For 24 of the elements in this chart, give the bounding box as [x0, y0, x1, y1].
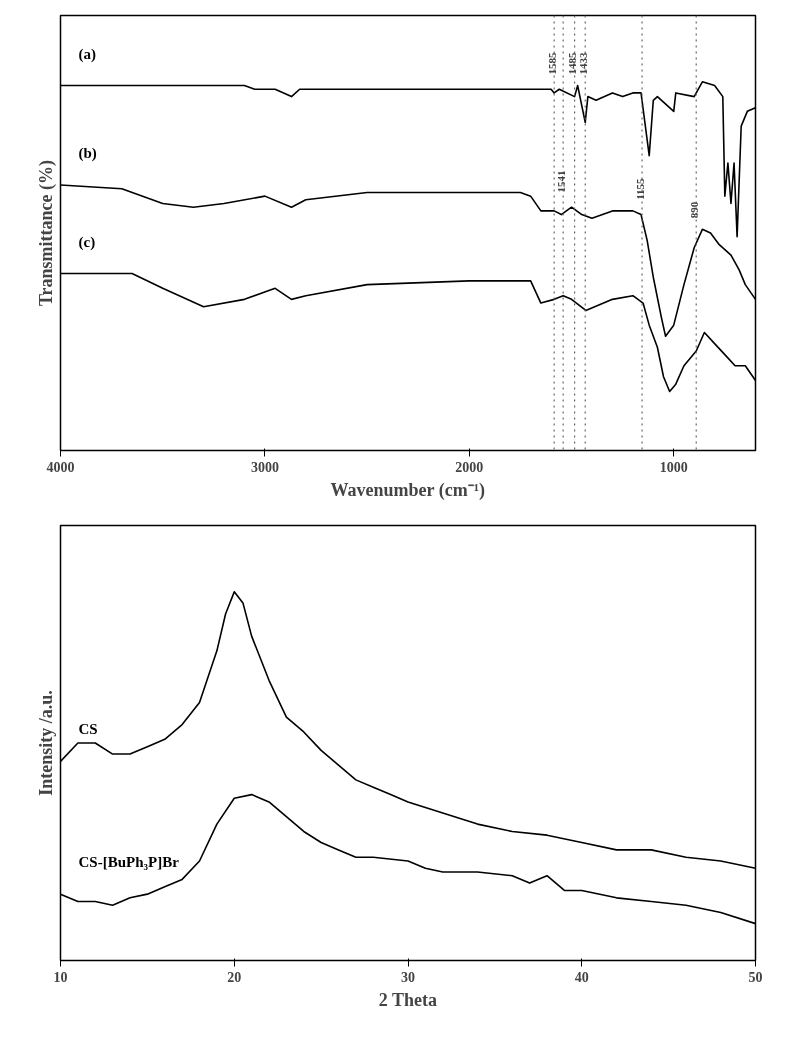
x-tick-label: 40 [574, 969, 589, 985]
series-label: (b) [78, 145, 97, 163]
x-tick-label: 10 [53, 969, 68, 985]
x-tick-label: 30 [401, 969, 415, 985]
series-label: CS-[BuPh₃P]Br [78, 854, 180, 871]
annotation: 1485 [566, 51, 579, 75]
series-label: CS [78, 721, 98, 738]
series-label: (c) [78, 233, 96, 251]
x-tick-label: 2000 [455, 459, 484, 475]
x-tick-label: 20 [227, 969, 242, 985]
x-axis-title: Wavenumber (cm⁻¹) [330, 479, 486, 501]
series-label: (a) [78, 45, 96, 63]
annotation: 1585 [545, 51, 558, 75]
x-tick-label: 1000 [659, 459, 688, 475]
y-axis-title: Intensity /a.u. [35, 690, 56, 796]
y-axis-title: Transmittance (%) [35, 159, 57, 307]
x-tick-label: 4000 [46, 459, 75, 475]
x-axis-title: 2 Theta [378, 989, 437, 1010]
x-tick-label: 50 [748, 969, 763, 985]
annotation: 890 [687, 201, 700, 219]
x-tick-label: 3000 [250, 459, 279, 475]
annotation: 1541 [554, 170, 567, 193]
annotation: 1155 [633, 177, 646, 200]
annotation: 1433 [576, 51, 589, 75]
